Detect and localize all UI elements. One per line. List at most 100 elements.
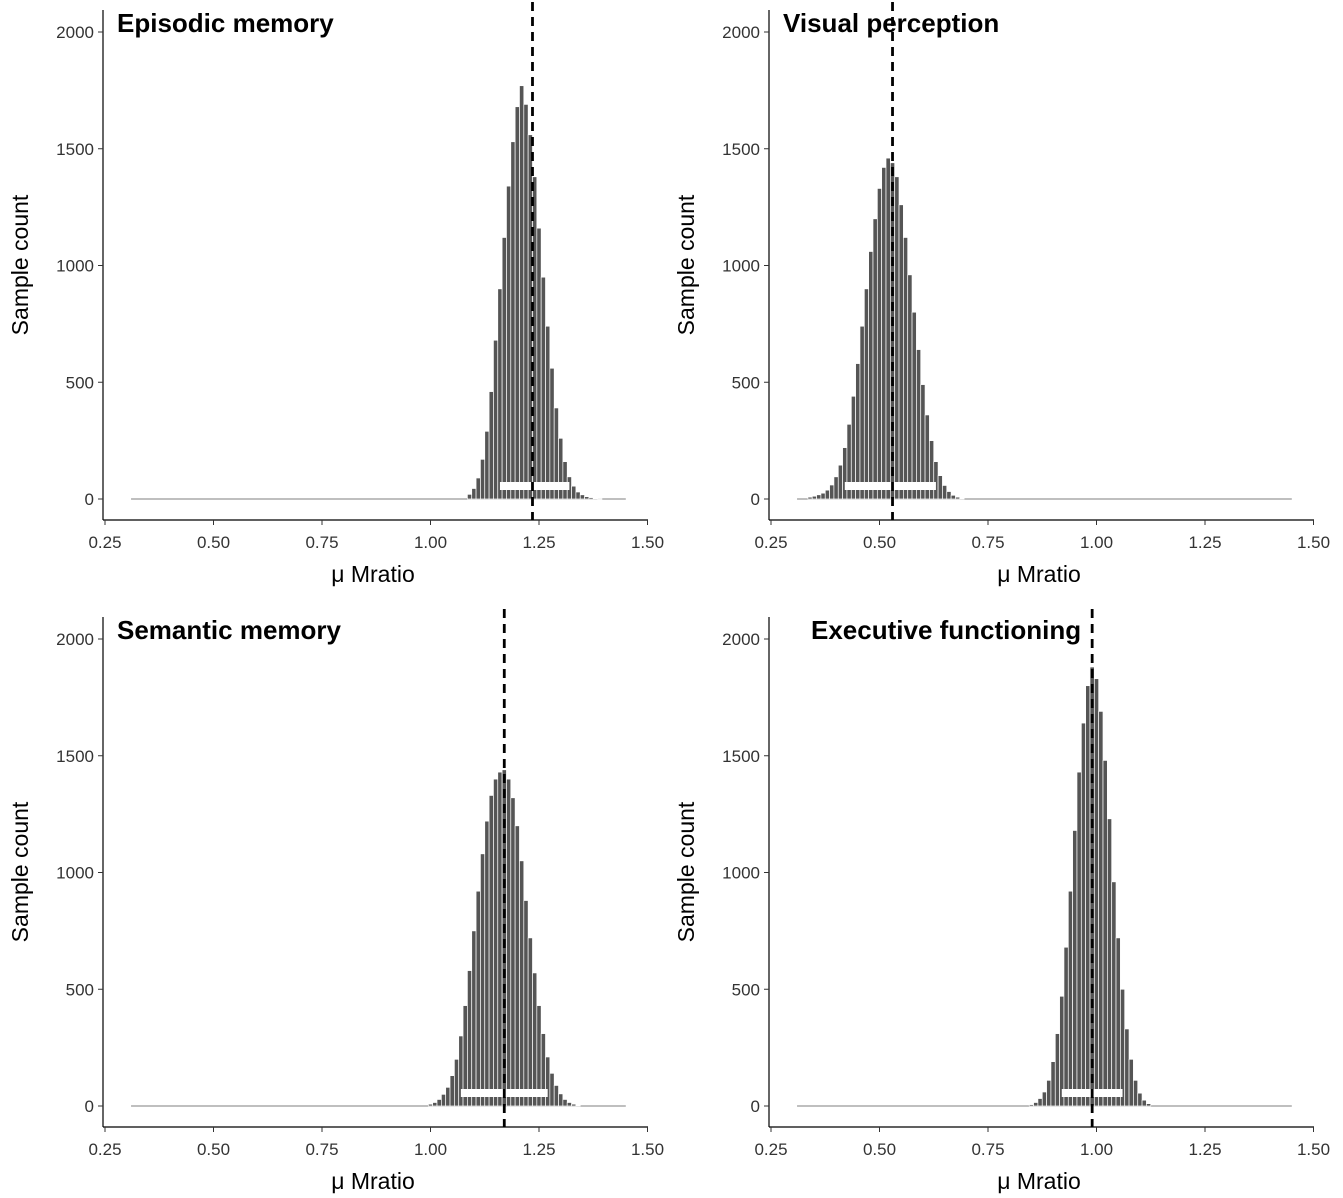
histogram-bar xyxy=(1085,685,1091,1107)
histogram-bar xyxy=(488,391,494,500)
y-tick-label: 2000 xyxy=(722,23,760,42)
histogram-bar xyxy=(929,440,935,500)
histogram-bar xyxy=(1111,881,1117,1107)
panel-semantic-memory: 0 500 1000 1500 2000 0.25 0.50 0.75 1.00 1.25 1.50… xyxy=(7,609,664,1194)
histogram-bar xyxy=(545,325,551,500)
histogram-bar xyxy=(562,1099,568,1107)
histogram-bar xyxy=(916,349,922,500)
histogram-bar xyxy=(553,1085,559,1107)
histogram-bar xyxy=(946,491,952,500)
histogram-bar xyxy=(894,176,900,500)
histogram-bar xyxy=(1098,711,1104,1107)
x-tick-label: 1.00 xyxy=(414,533,447,552)
histogram-bar xyxy=(584,496,590,500)
histogram-bar xyxy=(488,795,494,1107)
histogram-bar xyxy=(497,771,503,1107)
x-axis-label: μ Mratio xyxy=(997,1168,1081,1194)
histogram-bar xyxy=(475,890,481,1107)
y-tick-label: 2000 xyxy=(56,23,94,42)
histogram-bar xyxy=(881,167,887,500)
x-tick-label: 1.00 xyxy=(414,1140,447,1159)
histogram-bar xyxy=(467,493,473,500)
histogram-bar xyxy=(833,476,839,500)
histogram-bar xyxy=(436,1099,442,1107)
histogram-bar xyxy=(540,276,546,500)
y-tick-label: 1500 xyxy=(56,140,94,159)
histogram-bar xyxy=(562,461,568,500)
histogram-bar xyxy=(480,853,486,1107)
y-tick-label: 1000 xyxy=(56,257,94,276)
x-tick-label: 0.75 xyxy=(305,1140,338,1159)
histogram-bar xyxy=(597,498,603,500)
y-tick-label: 1500 xyxy=(56,747,94,766)
y-tick-label: 1500 xyxy=(722,747,760,766)
histogram-bar xyxy=(1072,830,1078,1107)
y-tick-label: 500 xyxy=(732,980,760,999)
x-tick-label: 1.50 xyxy=(1297,533,1330,552)
histogram-bar xyxy=(501,237,507,500)
histogram-bar xyxy=(1120,988,1126,1107)
histogram-bar xyxy=(1141,1099,1147,1107)
panel-title: Episodic memory xyxy=(117,8,334,38)
y-axis-label: Sample count xyxy=(7,194,33,335)
x-tick-label: 0.50 xyxy=(863,533,896,552)
histogram-bar xyxy=(575,1104,581,1107)
histogram-bar xyxy=(1028,1104,1034,1107)
y-axis-label: Sample count xyxy=(7,801,33,942)
histogram-bar xyxy=(467,970,473,1107)
x-tick-label: 1.25 xyxy=(1188,533,1221,552)
histogram-bar xyxy=(432,1102,438,1107)
histogram-bar xyxy=(1124,1028,1130,1107)
x-tick-label: 0.25 xyxy=(754,1140,787,1159)
y-axis-label: Sample count xyxy=(673,801,699,942)
histogram-bar xyxy=(876,188,883,500)
y-tick-label: 500 xyxy=(66,980,94,999)
y-tick-label: 500 xyxy=(66,373,94,392)
y-tick-label: 500 xyxy=(732,373,760,392)
x-tick-label: 1.50 xyxy=(631,533,664,552)
histogram-bar xyxy=(1067,890,1073,1107)
histogram-bar xyxy=(484,430,490,500)
histogram-bar xyxy=(898,204,904,500)
y-tick-label: 0 xyxy=(751,1097,760,1116)
x-tick-label: 0.50 xyxy=(197,533,230,552)
histogram-bar xyxy=(527,937,533,1107)
x-tick-label: 1.25 xyxy=(522,1140,555,1159)
histogram-bar xyxy=(588,497,594,500)
x-tick-label: 0.25 xyxy=(754,533,787,552)
y-tick-label: 2000 xyxy=(56,630,94,649)
histogram-bar xyxy=(536,227,542,500)
histogram-bar xyxy=(519,860,525,1107)
histogram-bar xyxy=(514,825,520,1107)
x-tick-label: 0.75 xyxy=(971,1140,1004,1159)
y-tick-label: 0 xyxy=(85,490,94,509)
y-tick-label: 2000 xyxy=(722,630,760,649)
histogram-bar xyxy=(855,363,861,500)
histogram-bar xyxy=(933,461,939,500)
histogram-bar xyxy=(519,85,525,500)
histogram-bar xyxy=(454,1058,460,1107)
histogram-bar xyxy=(480,458,486,500)
x-tick-label: 1.25 xyxy=(1188,1140,1221,1159)
histogram-bar xyxy=(592,497,598,500)
histogram-bar xyxy=(566,1102,572,1107)
histogram-bar xyxy=(1033,1102,1039,1107)
histogram-bar xyxy=(903,237,909,500)
panel-executive-functioning: 0 500 1000 1500 2000 0.25 0.50 0.75 1.00 1.25 1.50… xyxy=(673,609,1330,1194)
x-tick-label: 1.25 xyxy=(522,533,555,552)
histogram-bar xyxy=(907,274,913,500)
x-axis-label: μ Mratio xyxy=(331,1168,415,1194)
panel-title: Semantic memory xyxy=(117,615,342,645)
histogram-bar xyxy=(1046,1079,1052,1107)
histogram-bar xyxy=(471,930,477,1107)
y-tick-label: 0 xyxy=(85,1097,94,1116)
histogram-bar xyxy=(579,494,585,500)
histogram-bar xyxy=(811,495,817,500)
y-tick-label: 1000 xyxy=(56,864,94,883)
histogram-bar xyxy=(484,820,490,1107)
y-tick-label: 0 xyxy=(751,490,760,509)
histogram-bar xyxy=(549,367,555,500)
histogram-bar xyxy=(558,1093,564,1107)
histogram-bar xyxy=(1128,1058,1134,1107)
